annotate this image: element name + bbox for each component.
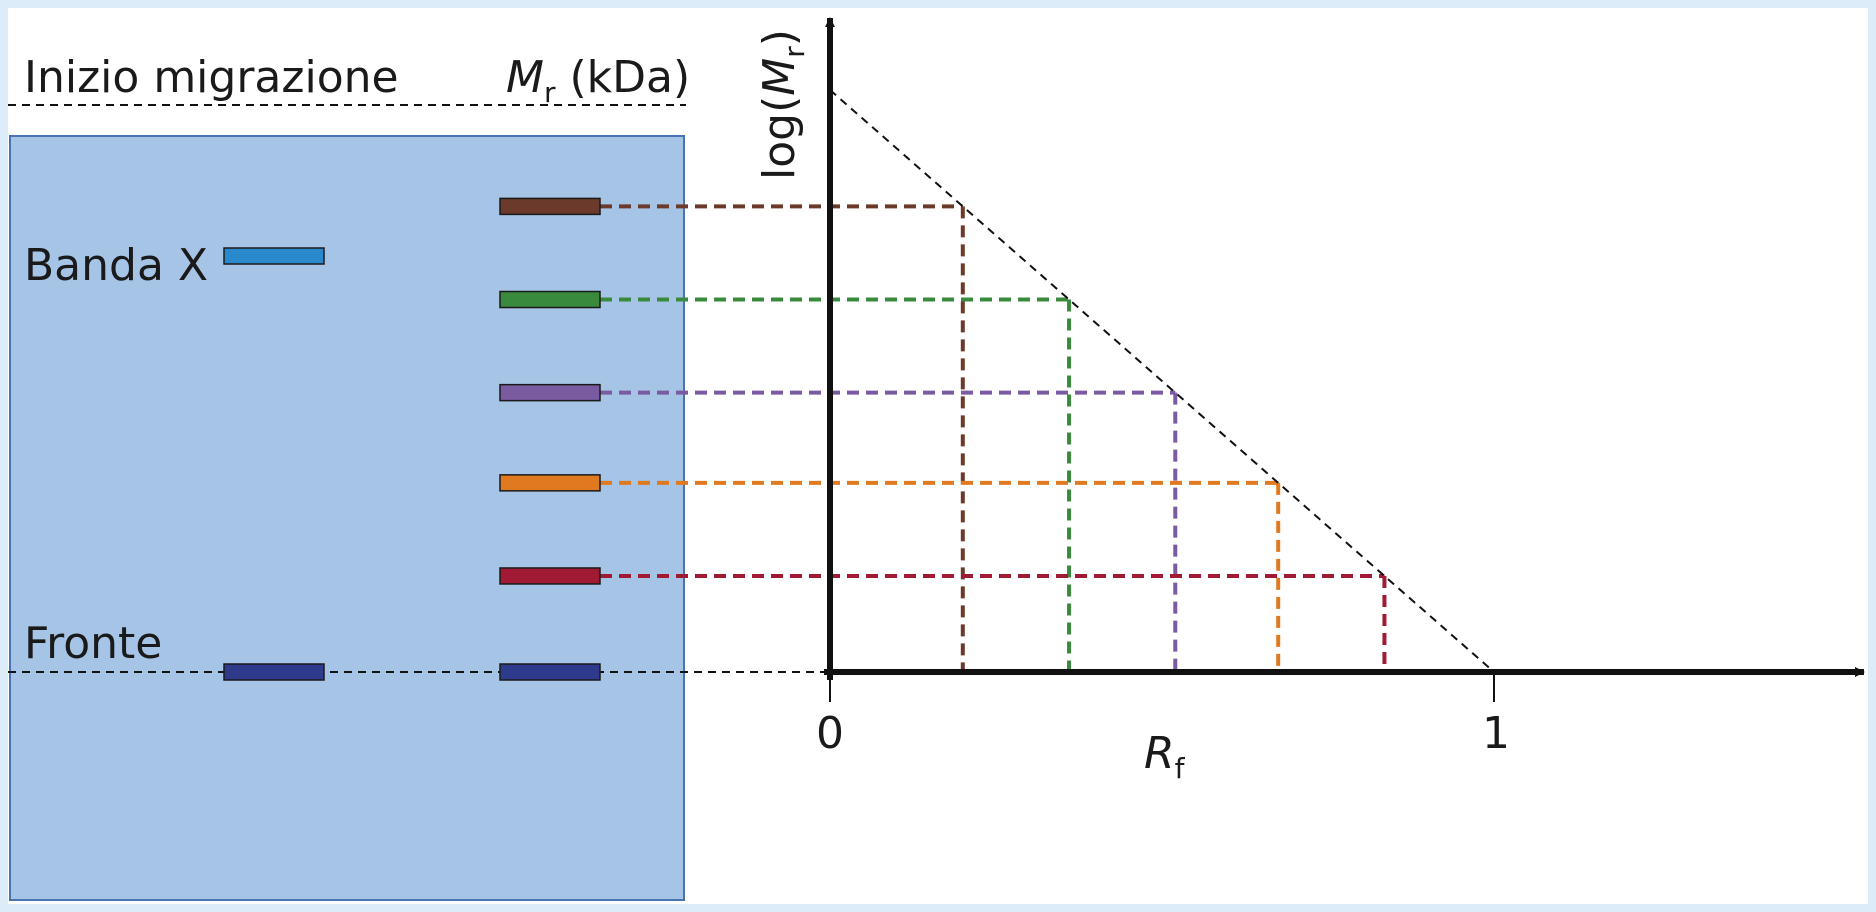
mr-label: Mr (kDa): [506, 52, 690, 109]
calibration-line: [829, 89, 1495, 673]
y-axis-label: log(Mr): [754, 29, 811, 180]
x-tick-0: 0: [816, 708, 844, 759]
diagram-canvas: Inizio migrazione Mr (kDa) Banda X Front…: [8, 8, 1868, 904]
start-label: Inizio migrazione: [24, 52, 399, 103]
marker-bands: [499, 197, 1387, 672]
x-tick-1: 1: [1482, 708, 1510, 759]
front-band-sample: [223, 663, 325, 681]
front-band-marker: [499, 663, 601, 681]
band-x: [223, 247, 325, 265]
sds-page-diagram: Inizio migrazione Mr (kDa) Banda X Front…: [8, 17, 1865, 901]
front-label: Fronte: [24, 618, 162, 669]
band-x-label: Banda X: [24, 240, 208, 291]
gel-panel: [9, 135, 685, 901]
marker-band-3: [499, 383, 601, 402]
x-axis-label: Rf: [1144, 728, 1186, 785]
marker-band-2: [499, 290, 601, 309]
marker-band-4: [499, 474, 601, 492]
marker-band-1: [499, 197, 601, 216]
marker-band-5: [499, 567, 601, 585]
